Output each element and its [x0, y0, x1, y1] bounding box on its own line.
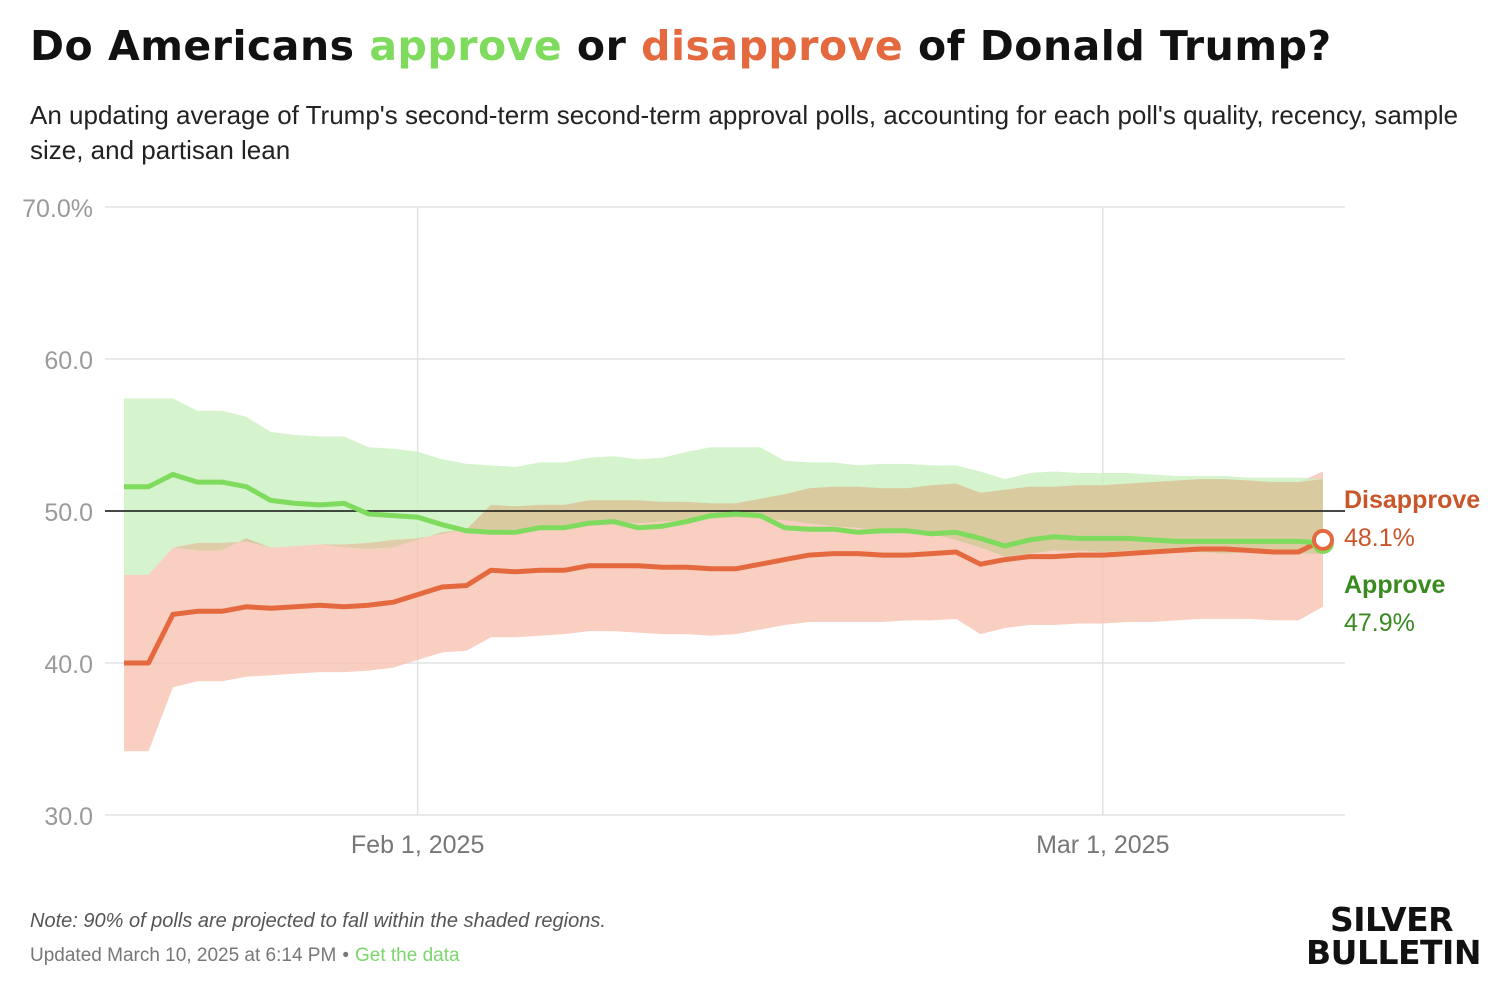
grid: 30.0 40.0 50.0 60.0 70.0% Feb 1, 2025 Mar 1, 2…: [22, 195, 1345, 859]
x-tick-label: Mar 1, 2025: [1036, 831, 1169, 859]
disapprove-endpoint: [1312, 528, 1334, 551]
silver-bulletin-logo: SILVER BULLETIN: [1306, 903, 1486, 969]
y-tick-label: 50.0: [44, 499, 93, 527]
get-the-data-link[interactable]: Get the data: [354, 945, 460, 966]
update-line: Updated March 10, 2025 at 6:14 PM • Get th…: [30, 945, 460, 967]
disapprove-series-label: Disapprove: [1344, 486, 1480, 514]
disapprove-value-label: 48.1%: [1344, 524, 1415, 552]
y-tick-label: 30.0: [44, 803, 93, 831]
title-part1: Do Americans: [30, 22, 370, 70]
x-tick-label: Feb 1, 2025: [351, 831, 484, 859]
footnote: Note: 90% of polls are projected to fall…: [30, 910, 606, 932]
series-lines: [124, 472, 1334, 666]
band-overlap: [124, 479, 1323, 575]
chart-labels: Disapprove 48.1% Approve 47.9%: [1344, 486, 1480, 637]
title-approve-word: approve: [369, 22, 563, 70]
y-tick-label: 60.0: [44, 347, 93, 375]
chart-title: Do Americans approve or disapprove of Do…: [30, 22, 1332, 70]
confidence-bands: [124, 398, 1323, 752]
approve-value-label: 47.9%: [1344, 609, 1415, 637]
y-tick-label: 40.0: [44, 651, 93, 679]
title-part3: of Donald Trump?: [903, 22, 1332, 70]
chart-subtitle: An updating average of Trump's second-te…: [30, 100, 1459, 165]
disapprove-line: [124, 537, 1325, 666]
y-tick-label: 70.0%: [22, 195, 93, 223]
title-part2: or: [562, 22, 642, 70]
logo-line-2: BULLETIN: [1306, 933, 1481, 972]
title-disapprove-word: disapprove: [641, 22, 904, 70]
updated-timestamp: Updated March 10, 2025 at 6:14 PM: [30, 945, 337, 966]
approve-series-label: Approve: [1344, 571, 1446, 599]
separator-dot: •: [342, 945, 349, 966]
logo-line-1: SILVER: [1330, 900, 1454, 939]
approve-line: [124, 472, 1324, 549]
